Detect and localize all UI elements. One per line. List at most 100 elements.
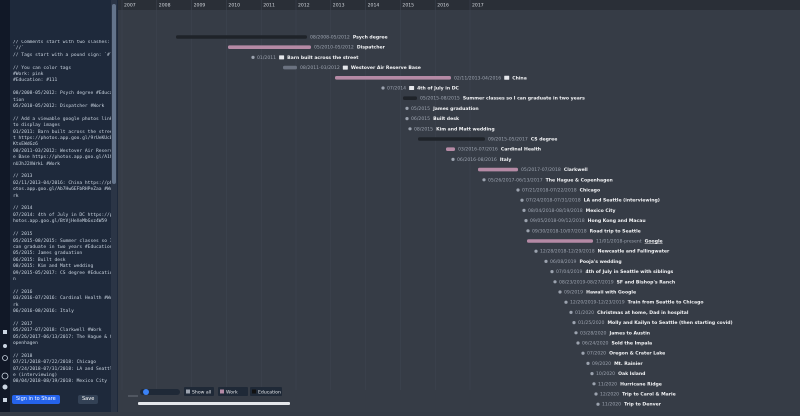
event-dot <box>564 301 567 304</box>
editor-block: // Comments start with two slashes: `//`… <box>13 40 113 59</box>
scrollbar-thumb[interactable] <box>112 4 116 184</box>
event-bar <box>478 168 518 172</box>
photo-icon <box>409 86 414 90</box>
year-label: 2015 <box>402 3 414 9</box>
editor[interactable]: // Comments start with two slashes: `//`… <box>13 40 113 388</box>
event-label: Psych degree <box>353 35 388 41</box>
event-dot <box>405 117 408 120</box>
event-dot <box>550 270 553 273</box>
event-bar <box>527 239 593 243</box>
event-date: 01/2011 <box>257 55 276 61</box>
home-icon[interactable] <box>3 398 7 402</box>
event-label: Summer classes so I can graduate in two … <box>463 96 585 102</box>
event-label: Clarkwell <box>564 167 588 173</box>
save-button[interactable]: Save <box>78 395 98 404</box>
event-date: 09/2020 <box>592 361 611 367</box>
event-label: Westover Air Reserve Base <box>351 65 421 71</box>
event-label: CS degree <box>531 137 558 143</box>
compass-icon[interactable] <box>3 356 8 361</box>
editor-line: // Add a viewable google photos link to … <box>13 117 113 130</box>
event-label: Sold the Impala <box>611 341 652 347</box>
year-label: 2007 <box>124 3 136 9</box>
event-label: SF and Bishop's Ranch <box>617 279 675 285</box>
event-date: 12/28/2018-12/29/2018 <box>540 249 595 255</box>
edit-icon[interactable] <box>3 330 7 334</box>
event-label: 4th of July in Seattle with siblings <box>585 269 673 275</box>
editor-line: // Comments start with two slashes: `//` <box>13 40 113 53</box>
h-scrollbar[interactable] <box>138 402 290 405</box>
editor-line: 01/2011: Barn built across the street ht… <box>13 130 113 149</box>
user-icon[interactable] <box>3 344 7 348</box>
settings-icon[interactable] <box>2 373 8 379</box>
editor-line: // Tags start with a pound sign: `#` <box>13 53 113 59</box>
share-button[interactable]: Sign in to Share <box>12 395 60 404</box>
editor-line: 06/2016-08/2016: Italy <box>13 309 113 315</box>
event-date: 11/01/2018-present <box>596 239 642 245</box>
year-label: 2010 <box>228 3 240 9</box>
event-date: 07/21/2018-07/22/2018 <box>522 188 577 194</box>
event-dot <box>408 127 411 130</box>
editor-line: #Education: #111 <box>13 78 113 84</box>
legend-swatch <box>186 390 190 394</box>
event-dot <box>572 321 575 324</box>
event-label: Barn built across the street <box>287 55 359 61</box>
event-date: 05/26/2017-06/13/2017 <box>488 177 543 183</box>
event-dot <box>574 331 577 334</box>
event-date: 08/2008-05/2012 <box>310 35 350 41</box>
event-label: Christmas at home, Dad in hospital <box>597 310 689 316</box>
event-date: 12/2020 <box>600 392 619 398</box>
editor-line: 07/24/2018-07/31/2018: LA and Seattle (i… <box>13 367 113 380</box>
photo-icon <box>279 55 284 59</box>
year-label: 2014 <box>368 3 380 9</box>
github-icon[interactable] <box>3 385 8 390</box>
event-date: 06/24/2020 <box>582 341 609 347</box>
event-date: 08/23/2019-08/27/2019 <box>559 279 614 285</box>
event-label: Trip to Denver <box>624 402 662 408</box>
event-date: 06/2015 <box>411 116 430 122</box>
event-date: 03/2016-07/2016 <box>458 147 498 153</box>
event-bar <box>283 66 297 70</box>
event[interactable]: 01/2011 Barn built across the street <box>251 55 359 61</box>
event-date: 07/2014 <box>387 86 406 92</box>
event-dot <box>520 199 523 202</box>
event-label: Italy <box>500 157 512 163</box>
editor-line: 05/2010-05/2012: Dispatcher #Work <box>13 104 113 110</box>
event-date: 06/2016-08/2016 <box>457 157 497 163</box>
year-label: 2017 <box>472 3 484 9</box>
event-label: Oak Island <box>618 371 645 377</box>
event-date: 08/04/2018-08/19/2018 <box>528 208 583 214</box>
toggle-knob[interactable] <box>143 389 149 395</box>
event-dot <box>516 188 519 191</box>
editor-block: 08/2008-05/2012: Psych degree #Education… <box>13 91 113 110</box>
event-date: 05/2010-05/2012 <box>314 45 354 51</box>
